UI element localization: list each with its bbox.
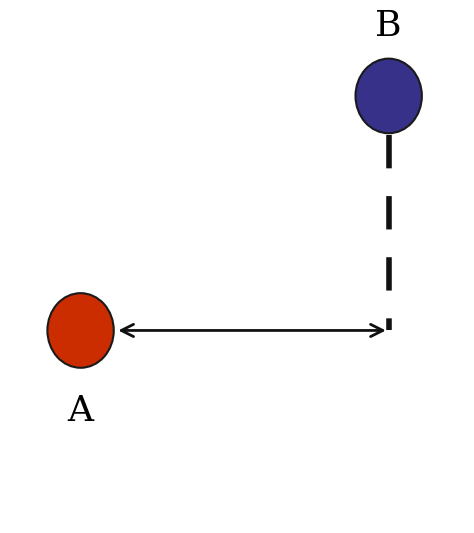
Circle shape bbox=[356, 59, 422, 133]
Text: A: A bbox=[68, 394, 93, 429]
Circle shape bbox=[47, 293, 114, 368]
Text: B: B bbox=[375, 9, 402, 43]
